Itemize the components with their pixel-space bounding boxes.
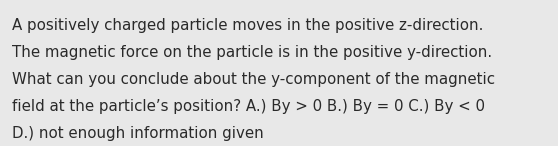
Text: D.) not enough information given: D.) not enough information given	[12, 126, 264, 141]
Text: A positively charged particle moves in the positive z-direction.: A positively charged particle moves in t…	[12, 18, 484, 33]
Text: field at the particle’s position? A.) By > 0 B.) By = 0 C.) By < 0: field at the particle’s position? A.) By…	[12, 99, 485, 114]
Text: What can you conclude about the y-component of the magnetic: What can you conclude about the y-compon…	[12, 72, 496, 87]
Text: The magnetic force on the particle is in the positive y-direction.: The magnetic force on the particle is in…	[12, 45, 492, 60]
